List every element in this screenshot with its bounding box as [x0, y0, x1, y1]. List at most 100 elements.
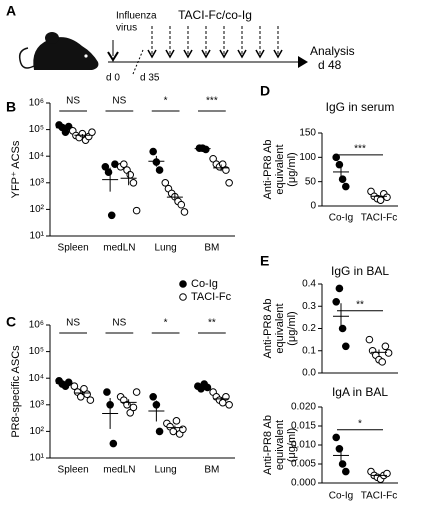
x-tick-label: Lung	[155, 465, 177, 476]
treatment-arrow	[255, 49, 265, 59]
x-tick-label: BM	[204, 465, 219, 476]
y-tick-label: 10¹	[30, 231, 45, 242]
data-point	[203, 383, 212, 392]
data-point	[149, 392, 157, 401]
data-point	[169, 427, 178, 436]
x-tick-label: medLN	[103, 243, 135, 254]
y-tick-label: 10³	[30, 177, 45, 188]
schematic-label: Influenza	[116, 11, 157, 22]
mouse-icon	[18, 32, 99, 70]
data-point	[155, 427, 164, 436]
y-axis-label: equivalent	[274, 420, 286, 470]
data-point	[179, 425, 187, 434]
data-point	[109, 439, 118, 448]
panel-label: D	[260, 83, 270, 99]
legend-label: TACI-Fc	[191, 291, 232, 303]
y-axis-label: (μg/ml)	[286, 152, 298, 186]
y-tick-label: 10³	[30, 399, 45, 410]
data-point	[384, 349, 393, 357]
treatment-arrow	[273, 49, 283, 59]
x-tick-label: Co-Ig	[329, 213, 353, 224]
treatment-arrow	[201, 49, 211, 59]
data-point	[342, 342, 350, 351]
schematic-label: d 48	[318, 58, 342, 72]
data-point	[338, 460, 347, 468]
x-tick-label: Spleen	[58, 243, 89, 254]
data-point	[101, 162, 110, 171]
schematic-label: TACI-Fc/co-Ig	[178, 8, 252, 22]
data-point	[383, 193, 391, 202]
significance-label: **	[356, 299, 364, 310]
y-tick-label: 10⁵	[29, 124, 44, 135]
y-tick-label: 0.4	[302, 279, 316, 290]
chart-title: IgA in BAL	[332, 385, 388, 399]
data-point	[80, 384, 88, 393]
y-axis-label: equivalent	[274, 303, 286, 353]
data-point	[129, 403, 138, 412]
y-tick-label: 10²	[30, 426, 45, 437]
significance-label: NS	[112, 96, 126, 107]
data-point	[161, 179, 170, 187]
data-point	[177, 200, 186, 209]
significance-label: ***	[206, 96, 218, 107]
legend-marker	[179, 293, 187, 301]
x-tick-label: Lung	[155, 243, 177, 254]
significance-label: **	[208, 318, 216, 329]
data-point	[64, 378, 73, 387]
significance-label: ***	[354, 144, 366, 155]
data-point	[76, 392, 85, 401]
y-tick-label: 0.2	[302, 323, 316, 334]
data-point	[381, 342, 390, 351]
data-point	[126, 409, 135, 417]
timeline	[107, 26, 308, 75]
significance-label: NS	[112, 318, 126, 329]
x-tick-label: medLN	[103, 465, 135, 476]
data-point	[338, 175, 347, 184]
data-point	[103, 388, 111, 396]
data-point	[129, 179, 138, 187]
data-point	[172, 417, 181, 425]
treatment-arrow	[219, 49, 229, 59]
data-point	[376, 196, 385, 204]
y-tick-label: 0.010	[291, 440, 316, 451]
data-point	[335, 160, 344, 169]
data-point	[202, 145, 210, 154]
data-point	[61, 128, 70, 136]
y-tick-label: 10¹	[30, 453, 45, 464]
data-point	[342, 182, 350, 191]
significance-label: *	[358, 418, 362, 429]
data-point	[107, 211, 116, 220]
significance-label: *	[164, 318, 168, 329]
data-point	[155, 166, 164, 174]
data-point	[335, 445, 344, 453]
y-tick-label: 10⁶	[29, 320, 44, 331]
x-tick-label: TACI-Fc	[361, 491, 397, 502]
data-point	[120, 160, 128, 169]
y-tick-label: 0.3	[302, 301, 316, 312]
x-tick-label: BM	[204, 243, 219, 254]
y-axis-label: Anti-PR8 Ab	[262, 140, 274, 200]
data-point	[222, 166, 230, 174]
y-tick-label: 0.020	[291, 402, 316, 413]
treatment-arrow	[147, 49, 157, 59]
data-point	[378, 358, 387, 366]
y-tick-label: 10⁶	[29, 98, 44, 109]
data-point	[104, 168, 113, 177]
data-point	[335, 284, 344, 293]
chart-title: IgG in serum	[326, 100, 395, 114]
y-axis-label: (μg/ml)	[286, 428, 298, 462]
y-tick-label: 10⁴	[29, 373, 44, 384]
panel-label: E	[260, 253, 269, 269]
data-point	[88, 128, 96, 136]
schematic-label: d 35	[140, 73, 160, 84]
legend-label: Co-Ig	[191, 278, 218, 290]
data-point	[332, 298, 341, 306]
treatment-arrow	[183, 49, 193, 59]
y-tick-label: 0.015	[291, 421, 316, 432]
schematic-label: virus	[116, 23, 137, 34]
significance-label: NS	[66, 318, 80, 329]
data-point	[132, 388, 141, 396]
y-axis-label: Anti-PR8 Ab	[262, 415, 274, 475]
y-axis-label: YFP⁺ ACSs	[10, 140, 22, 198]
